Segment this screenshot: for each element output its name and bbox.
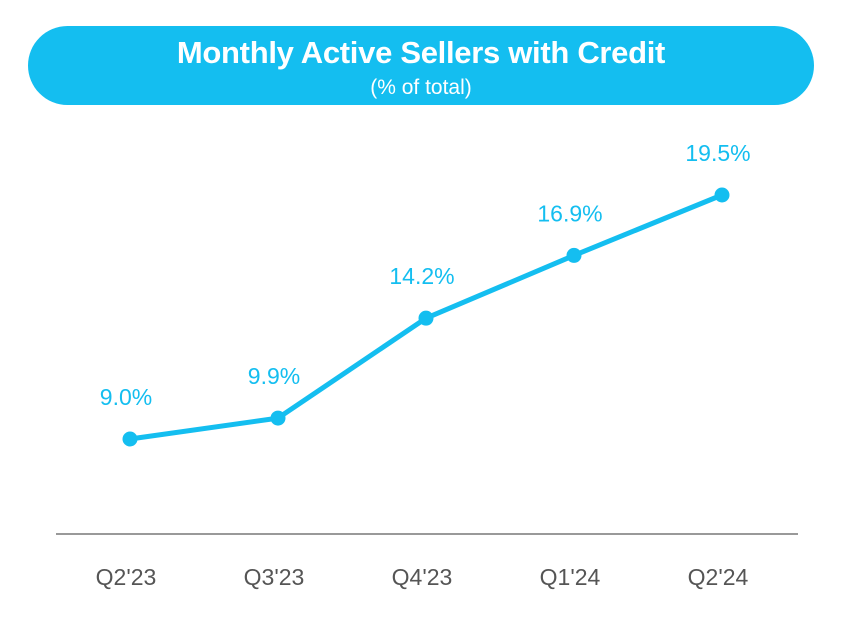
data-label: 14.2%: [389, 263, 454, 289]
chart-title-banner: Monthly Active Sellers with Credit (% of…: [28, 26, 814, 105]
data-point: [122, 431, 138, 447]
data-label: 9.9%: [248, 363, 300, 389]
x-tick-label: Q1'24: [540, 564, 601, 590]
x-tick-label: Q2'24: [688, 564, 749, 590]
x-tick-label: Q2'23: [96, 564, 157, 590]
data-label: 19.5%: [685, 140, 750, 166]
x-tick-label: Q4'23: [392, 564, 453, 590]
data-label: 9.0%: [100, 384, 152, 410]
data-point: [418, 310, 434, 326]
data-point: [566, 247, 582, 263]
data-point: [270, 410, 286, 426]
x-tick-label: Q3'23: [244, 564, 305, 590]
data-label: 16.9%: [537, 200, 602, 226]
data-point: [714, 187, 730, 203]
chart-title: Monthly Active Sellers with Credit: [176, 35, 666, 70]
chart-subtitle: (% of total): [370, 76, 472, 99]
